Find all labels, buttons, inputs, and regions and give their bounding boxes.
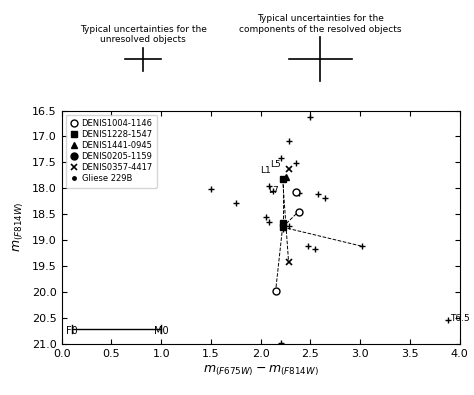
- Text: Typical uncertainties for the
unresolved objects: Typical uncertainties for the unresolved…: [80, 24, 207, 44]
- Text: Typical uncertainties for the
components of the resolved objects: Typical uncertainties for the components…: [239, 14, 401, 34]
- Y-axis label: $m_{(F814W)}$: $m_{(F814W)}$: [12, 202, 27, 252]
- Text: T6.5: T6.5: [450, 314, 470, 323]
- Text: L5: L5: [270, 160, 281, 169]
- Text: M0: M0: [154, 326, 168, 337]
- X-axis label: $m_{(F675W)} - m_{(F814W)}$: $m_{(F675W)} - m_{(F814W)}$: [203, 364, 319, 378]
- Text: L1: L1: [260, 166, 271, 175]
- Text: L7: L7: [268, 186, 279, 196]
- Legend: DENIS1004-1146, DENIS1228-1547, DENIS1441-0945, DENIS0205-1159, DENIS0357-4417, : DENIS1004-1146, DENIS1228-1547, DENIS144…: [66, 115, 157, 188]
- Text: F0: F0: [66, 326, 77, 337]
